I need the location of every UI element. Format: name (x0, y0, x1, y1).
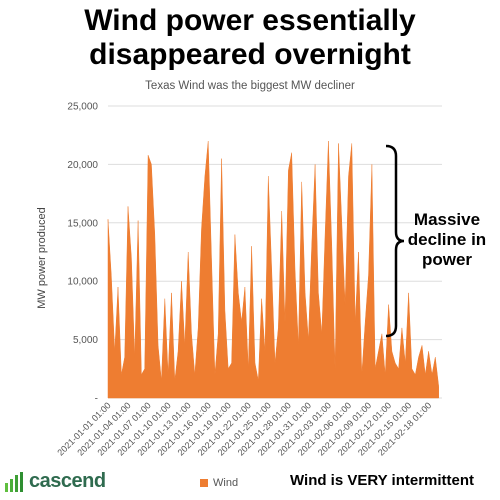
cascend-logo: cascend (4, 470, 106, 493)
cascend-logo-icon (5, 471, 23, 492)
y-tick-label: 20,000 (67, 160, 98, 171)
wind-area (107, 140, 439, 399)
y-tick-label: - (95, 394, 98, 405)
y-axis-label: MW power produced (36, 207, 48, 309)
annotation-line-2: decline in (407, 230, 487, 249)
wind-area-layer (107, 140, 439, 399)
annotation-line-3: power (421, 250, 473, 269)
annotation-line-1: Massive (413, 210, 481, 229)
legend-swatch-wind (200, 479, 208, 487)
y-tick-label: 25,000 (67, 102, 98, 113)
y-tick-labels: - 5,000 10,000 15,000 20,000 25,000 (67, 102, 98, 405)
headline-line-1: Wind power essentially (84, 4, 416, 37)
decline-bracket (385, 144, 405, 338)
y-tick-label: 10,000 (67, 277, 98, 288)
headline-line-2: disappeared overnight (89, 38, 411, 71)
logo-text: cascend (29, 470, 106, 492)
legend: Wind (200, 477, 238, 489)
y-tick-label: 5,000 (73, 335, 98, 346)
legend-label-wind: Wind (213, 477, 239, 489)
chart-title: Texas Wind was the biggest MW decliner (145, 80, 355, 92)
decline-annotation: Massive decline in power (392, 210, 500, 270)
bracket-layer (385, 144, 405, 338)
headline: Wind power essentially disappeared overn… (0, 4, 500, 72)
y-tick-label: 15,000 (67, 218, 98, 229)
footer-note: Wind is VERY intermittent (290, 472, 475, 489)
